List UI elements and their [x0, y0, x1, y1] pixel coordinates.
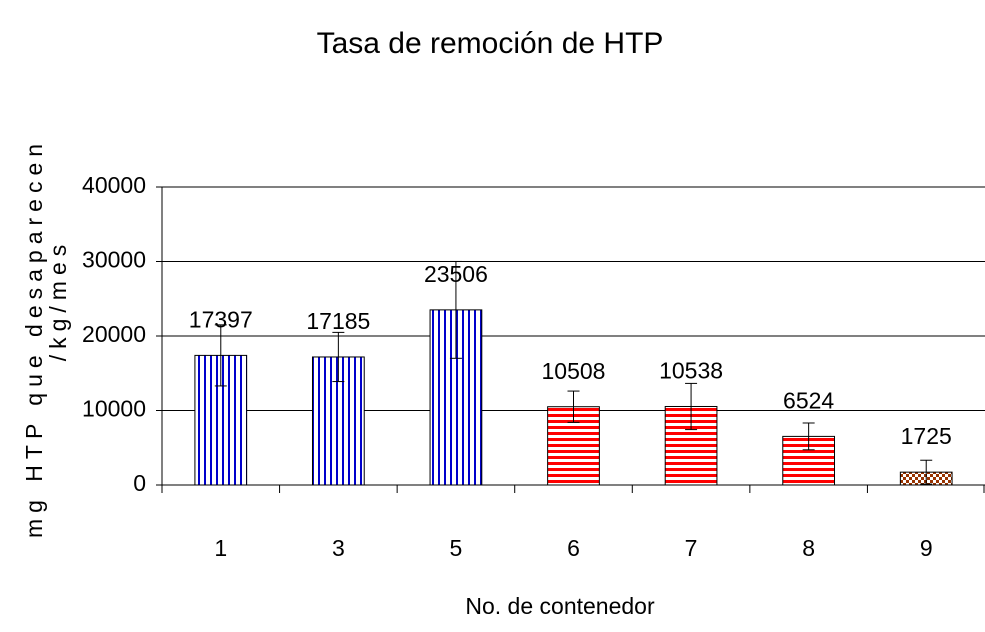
- error-bar: [214, 324, 227, 387]
- x-tick-label: 6: [567, 535, 580, 561]
- x-tick-label: 9: [920, 535, 933, 561]
- y-tick-label: 20000: [82, 321, 146, 347]
- data-label: 17185: [306, 308, 370, 334]
- y-axis-label: /kg/mes: [45, 239, 71, 362]
- error-bar: [567, 390, 580, 423]
- y-tick-label: 30000: [82, 247, 146, 273]
- x-tick-label: 8: [802, 535, 815, 561]
- data-label: 10538: [659, 358, 723, 384]
- y-axis-label: mg HTP que desaparecen: [21, 138, 47, 538]
- data-label: 6524: [783, 387, 834, 413]
- data-label: 1725: [901, 423, 952, 449]
- error-bar: [802, 422, 815, 451]
- bar: [429, 309, 483, 486]
- error-bar: [332, 331, 345, 383]
- y-tick-label: 0: [133, 470, 146, 496]
- x-tick-label: 5: [450, 535, 463, 561]
- data-label: 23506: [424, 261, 488, 287]
- error-bar: [920, 459, 933, 485]
- error-bar: [685, 382, 698, 431]
- x-tick-label: 1: [214, 535, 227, 561]
- y-tick-label: 10000: [82, 396, 146, 422]
- bar: [782, 435, 836, 486]
- x-tick-label: 7: [685, 535, 698, 561]
- chart-title: Tasa de remoción de HTP: [317, 27, 664, 60]
- data-label: 17397: [189, 306, 253, 332]
- y-tick-label: 40000: [82, 172, 146, 198]
- error-bar: [449, 260, 462, 359]
- x-tick-label: 3: [332, 535, 345, 561]
- x-axis-label: No. de contenedor: [465, 593, 655, 619]
- data-label: 10508: [542, 358, 606, 384]
